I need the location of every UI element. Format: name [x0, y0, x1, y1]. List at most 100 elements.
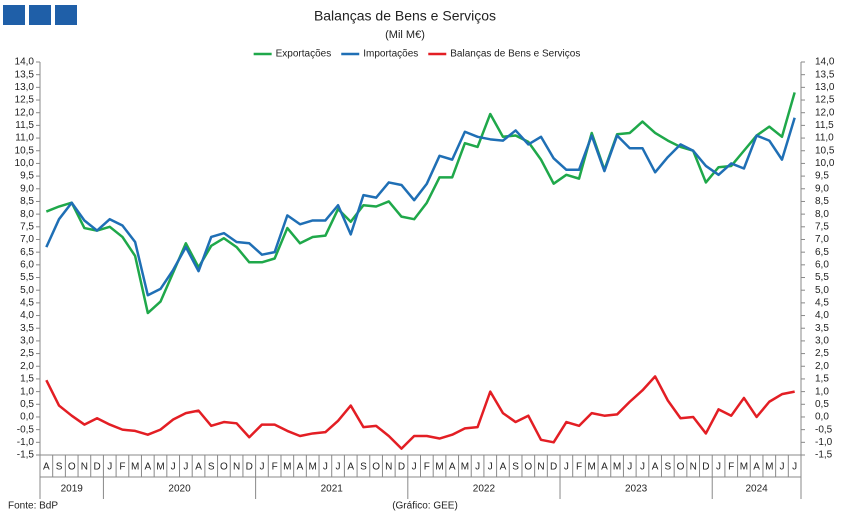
- x-tick-label: S: [56, 462, 63, 473]
- y2-tick-label: 0,5: [815, 399, 829, 410]
- x-tick-label: M: [309, 462, 317, 473]
- x-tick-label: J: [792, 462, 797, 473]
- logo-block: [3, 5, 25, 25]
- y-tick-label: 11,0: [15, 133, 34, 144]
- source: Fonte: BdP: [8, 501, 58, 512]
- x-tick-label: M: [131, 462, 139, 473]
- x-tick-label: O: [68, 462, 76, 473]
- year-label: 2020: [168, 484, 191, 495]
- y-tick-label: 3,5: [20, 323, 34, 334]
- logo-block: [55, 5, 77, 25]
- x-tick-label: N: [81, 462, 88, 473]
- x-tick-label: M: [765, 462, 773, 473]
- y2-tick-label: 6,0: [815, 259, 829, 270]
- x-tick-label: D: [550, 462, 557, 473]
- y2-tick-label: 8,5: [815, 196, 829, 207]
- x-tick-label: S: [360, 462, 367, 473]
- y2-tick-label: 2,5: [815, 348, 829, 359]
- x-tick-label: N: [233, 462, 240, 473]
- year-label: 2024: [745, 484, 768, 495]
- y-tick-label: 8,0: [20, 209, 34, 220]
- y-tick-label: 7,0: [20, 234, 34, 245]
- x-tick-label: A: [347, 462, 354, 473]
- x-tick-label: O: [372, 462, 380, 473]
- y-tick-label: 2,5: [20, 348, 34, 359]
- x-tick-label: J: [564, 462, 569, 473]
- y2-tick-label: -1,0: [815, 437, 833, 448]
- x-tick-label: A: [449, 462, 456, 473]
- y-tick-label: 6,0: [20, 259, 34, 270]
- y2-tick-label: 9,0: [815, 183, 829, 194]
- y-tick-label: 0,5: [20, 399, 34, 410]
- x-tick-label: F: [728, 462, 734, 473]
- series-line: [45, 375, 795, 450]
- year-label: 2019: [61, 484, 84, 495]
- y-tick-label: 12,5: [15, 95, 35, 106]
- y-tick-label: 1,0: [20, 386, 34, 397]
- y2-tick-label: 0,0: [815, 412, 829, 423]
- y2-tick-label: 2,0: [815, 361, 829, 372]
- x-tick-label: D: [702, 462, 709, 473]
- y-tick-label: 4,0: [20, 310, 34, 321]
- x-tick-label: J: [627, 462, 632, 473]
- x-tick-label: N: [385, 462, 392, 473]
- x-tick-label: A: [500, 462, 507, 473]
- x-tick-label: M: [461, 462, 469, 473]
- y-tick-label: 4,5: [20, 298, 34, 309]
- x-tick-label: S: [512, 462, 519, 473]
- x-tick-label: O: [220, 462, 228, 473]
- year-label: 2021: [321, 484, 344, 495]
- y2-tick-label: -0,5: [815, 424, 833, 435]
- x-tick-label: J: [779, 462, 784, 473]
- y-tick-label: 2,0: [20, 361, 34, 372]
- y-tick-label: 7,5: [20, 221, 34, 232]
- x-tick-label: J: [336, 462, 341, 473]
- y-tick-label: 10,0: [15, 158, 35, 169]
- legend-label: Exportações: [276, 49, 332, 60]
- y-tick-label: 0,0: [20, 412, 34, 423]
- legend-label: Importações: [363, 49, 418, 60]
- y2-tick-label: 10,5: [815, 145, 835, 156]
- x-tick-label: M: [435, 462, 443, 473]
- y-tick-label: 13,5: [15, 69, 35, 80]
- x-tick-label: O: [524, 462, 532, 473]
- x-tick-label: F: [576, 462, 582, 473]
- x-tick-label: M: [156, 462, 164, 473]
- y2-tick-label: 8,0: [815, 209, 829, 220]
- y-tick-label: 8,5: [20, 196, 34, 207]
- x-tick-label: F: [424, 462, 430, 473]
- x-tick-label: J: [183, 462, 188, 473]
- x-tick-label: D: [246, 462, 253, 473]
- y-tick-label: 3,0: [20, 336, 34, 347]
- x-tick-label: J: [171, 462, 176, 473]
- x-tick-label: D: [93, 462, 100, 473]
- y2-tick-label: 12,5: [815, 95, 835, 106]
- y2-tick-label: 9,5: [815, 171, 829, 182]
- y-tick-label: 6,5: [20, 247, 34, 258]
- y2-tick-label: 13,0: [815, 82, 835, 93]
- x-tick-label: M: [613, 462, 621, 473]
- y-tick-label: 11,5: [15, 120, 34, 131]
- y2-tick-label: 1,0: [815, 386, 829, 397]
- legend-label: Balanças de Bens e Serviços: [450, 49, 580, 60]
- y-tick-label: -1,0: [17, 437, 35, 448]
- y-tick-label: 9,5: [20, 171, 34, 182]
- x-tick-label: J: [716, 462, 721, 473]
- x-tick-label: D: [398, 462, 405, 473]
- x-tick-label: O: [677, 462, 685, 473]
- x-tick-label: J: [259, 462, 264, 473]
- x-tick-label: J: [488, 462, 493, 473]
- y2-tick-label: -1,5: [815, 450, 833, 461]
- x-tick-label: J: [640, 462, 645, 473]
- y-tick-label: 1,5: [20, 374, 34, 385]
- y-tick-label: 13,0: [15, 82, 35, 93]
- x-tick-label: A: [753, 462, 760, 473]
- chart-title: Balanças de Bens e Serviços: [314, 8, 496, 24]
- y2-tick-label: 11,5: [815, 120, 834, 131]
- x-tick-label: A: [297, 462, 304, 473]
- y2-tick-label: 10,0: [815, 158, 835, 169]
- y-tick-label: 12,0: [15, 107, 35, 118]
- x-tick-label: J: [323, 462, 328, 473]
- y-tick-label: -0,5: [17, 424, 35, 435]
- x-tick-label: J: [412, 462, 417, 473]
